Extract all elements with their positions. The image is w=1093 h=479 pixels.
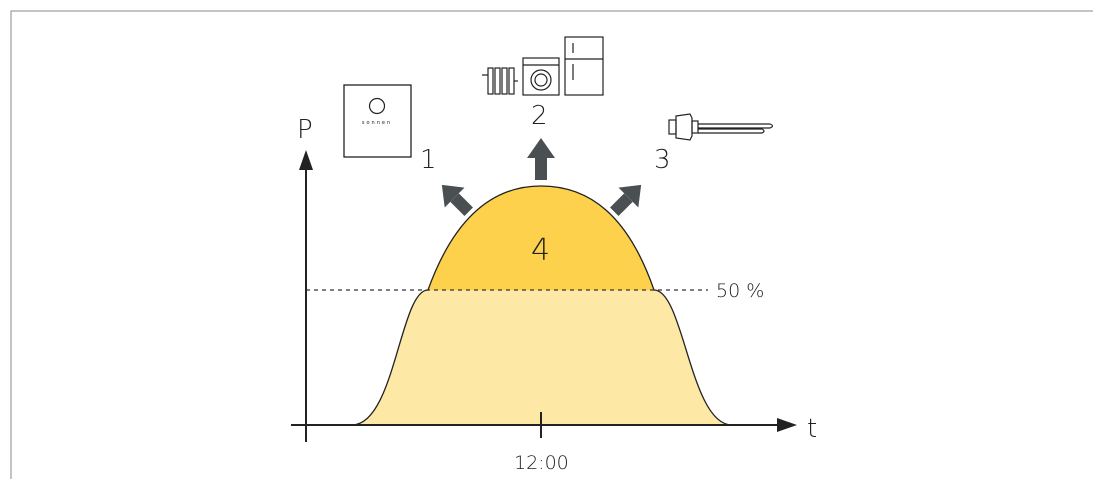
x-tick-label: 12:00: [514, 452, 569, 474]
battery-storage-icon: sonnen: [343, 84, 412, 158]
battery-number: 1: [420, 145, 437, 175]
washing-machine-icon: [522, 57, 560, 96]
pv-power-curve: [351, 185, 733, 426]
radiator-icon: [482, 67, 518, 95]
fridge-icon: [564, 36, 604, 96]
base-power-area: [352, 290, 732, 425]
arrow-to-battery: [441, 184, 473, 216]
surplus-number: 4: [531, 233, 550, 268]
battery-brand: sonnen: [362, 120, 392, 126]
surplus-power-area: [428, 186, 654, 290]
y-axis-arrow: [299, 150, 313, 170]
heater-number: 3: [654, 145, 671, 175]
arrow-to-heater: [610, 184, 642, 216]
household-number: 2: [531, 101, 548, 131]
x-axis-label: t: [807, 414, 817, 444]
heating-rod-icon: [668, 113, 774, 141]
x-axis-arrow: [777, 418, 797, 432]
arrow-to-household: [527, 138, 555, 180]
threshold-label: 50 %: [716, 280, 764, 302]
y-axis-label: P: [297, 115, 313, 145]
frame-border: [10, 10, 1093, 479]
